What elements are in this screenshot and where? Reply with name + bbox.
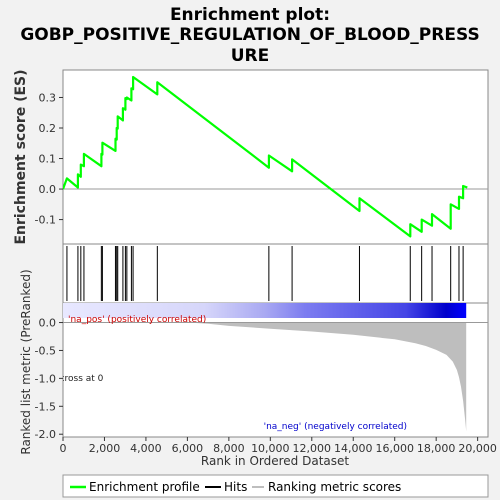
legend-metric-label: Ranking metric scores bbox=[268, 480, 401, 494]
legend-profile-label: Enrichment profile bbox=[89, 480, 200, 494]
negative-annotation: 'na_neg' (negatively correlated) bbox=[264, 422, 407, 432]
metric-y-tick-label: -0.5 bbox=[35, 344, 56, 357]
positive-annotation: 'na_pos' (positively correlated) bbox=[68, 315, 206, 325]
metric-y-tick-label: -2.0 bbox=[35, 428, 56, 441]
x-ticks: 0 2,000 4,000 6,000 8,000 10,000 12,000 14,000 1… bbox=[60, 437, 497, 455]
metric-y-tick-label: -1.0 bbox=[35, 372, 56, 385]
es-panel bbox=[62, 69, 489, 245]
legend-box bbox=[62, 474, 489, 498]
zero-cross-annotation: Zero cross at 0 bbox=[36, 374, 104, 384]
x-tick-label: 8,000 bbox=[213, 442, 245, 455]
legend-hits-label: Hits bbox=[224, 480, 247, 494]
correlation-color-band bbox=[63, 303, 467, 318]
title-line-2: GOBP_POSITIVE_REGULATION_OF_BLOOD_PRESS bbox=[20, 25, 479, 45]
metric-y-ticks: 0.0 -0.5 -1.0 -1.5 -2.0 bbox=[35, 317, 63, 441]
x-tick-label: 18,000 bbox=[417, 442, 456, 455]
es-y-axis-label: Enrichment score (ES) bbox=[13, 69, 29, 244]
x-tick-label: 10,000 bbox=[251, 442, 290, 455]
metric-y-tick-label: 0.0 bbox=[39, 317, 57, 330]
hits-panel bbox=[62, 243, 489, 304]
es-y-tick-label: 0.0 bbox=[39, 183, 57, 196]
es-y-tick-label: 0.3 bbox=[39, 91, 57, 104]
metric-y-axis-label: Ranked list metric (PreRanked) bbox=[19, 269, 33, 454]
x-tick-label: 14,000 bbox=[334, 442, 373, 455]
es-y-tick-label: 0.1 bbox=[39, 153, 57, 166]
x-tick-label: 20,000 bbox=[458, 442, 497, 455]
x-tick-label: 16,000 bbox=[375, 442, 414, 455]
ranking-metric-area bbox=[63, 322, 467, 432]
metric-y-tick-label: -1.5 bbox=[35, 400, 56, 413]
x-tick-label: 0 bbox=[60, 442, 67, 455]
x-tick-label: 12,000 bbox=[293, 442, 332, 455]
es-y-tick-label: 0.2 bbox=[39, 122, 57, 135]
x-tick-label: 2,000 bbox=[89, 442, 121, 455]
x-tick-label: 4,000 bbox=[130, 442, 162, 455]
es-y-ticks: -0.1 0.0 0.1 0.2 0.3 bbox=[35, 91, 63, 227]
hit-marks bbox=[66, 246, 464, 301]
x-tick-label: 6,000 bbox=[172, 442, 204, 455]
title-line-1: Enrichment plot: bbox=[170, 5, 330, 25]
enrichment-profile-line bbox=[63, 75, 468, 238]
title-line-3: URE bbox=[231, 46, 270, 66]
es-y-tick-label: -0.1 bbox=[35, 214, 56, 227]
x-axis-label: Rank in Ordered Dataset bbox=[201, 454, 349, 468]
